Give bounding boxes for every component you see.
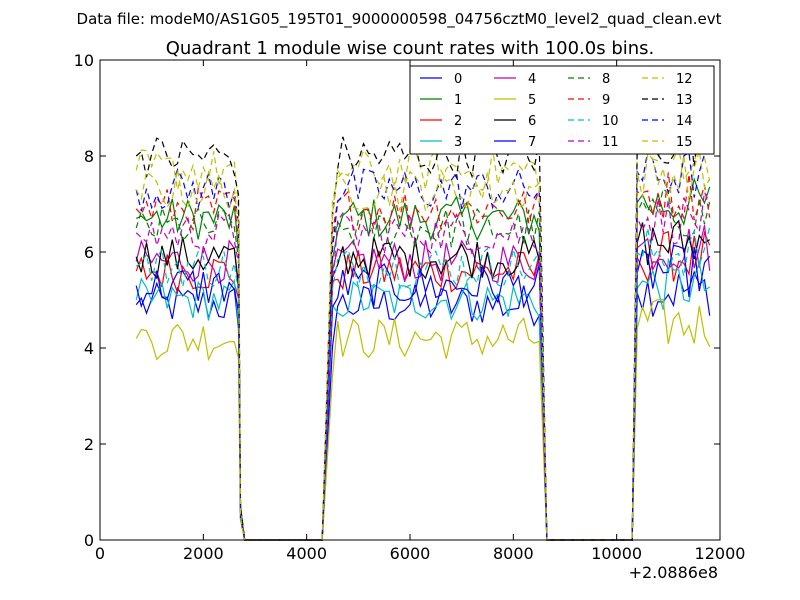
legend-label: 2 — [454, 114, 462, 129]
y-tick-label: 2 — [84, 435, 94, 454]
legend-label: 8 — [602, 72, 610, 87]
series-line-8 — [135, 187, 711, 541]
x-tick-label: 12000 — [695, 544, 746, 563]
legend-label: 0 — [454, 72, 462, 87]
y-tick-label: 0 — [84, 531, 94, 550]
legend-label: 13 — [676, 93, 693, 108]
series-line-5 — [135, 298, 711, 541]
legend-label: 10 — [602, 114, 619, 129]
x-tick-label: 8000 — [493, 544, 534, 563]
legend-label: 15 — [676, 135, 693, 150]
x-tick-label: 4000 — [286, 544, 327, 563]
series-line-3 — [135, 257, 711, 541]
series-line-6 — [135, 219, 711, 541]
legend-label: 9 — [602, 93, 610, 108]
x-tick-label: 2000 — [183, 544, 224, 563]
x-tick-label: 10000 — [591, 544, 642, 563]
x-tick-label: 6000 — [390, 544, 431, 563]
legend-label: 3 — [454, 135, 462, 150]
legend-label: 7 — [528, 135, 536, 150]
y-tick-label: 10 — [74, 51, 94, 70]
legend-label: 5 — [528, 93, 536, 108]
series-line-13 — [135, 118, 710, 541]
y-tick-label: 8 — [84, 147, 94, 166]
series-line-7 — [135, 244, 711, 541]
suptitle: Data file: modeM0/AS1G05_195T01_90000005… — [77, 10, 722, 29]
series-line-1 — [135, 177, 711, 541]
x-tick-label: 0 — [95, 544, 105, 563]
series-line-10 — [135, 226, 711, 541]
chart-title: Quadrant 1 module wise count rates with … — [166, 38, 655, 59]
x-offset-label: +2.0886e8 — [629, 563, 718, 582]
y-tick-label: 4 — [84, 339, 94, 358]
legend-label: 1 — [454, 93, 462, 108]
series-line-11 — [135, 190, 711, 541]
series-line-4 — [135, 225, 711, 541]
y-tick-label: 6 — [84, 243, 94, 262]
legend-label: 4 — [528, 72, 536, 87]
legend-label: 11 — [602, 135, 619, 150]
legend-frame — [409, 65, 715, 155]
legend-label: 12 — [676, 72, 693, 87]
series-line-9 — [135, 172, 711, 541]
legend-label: 14 — [676, 114, 693, 129]
series-layer — [135, 118, 711, 541]
legend-label: 6 — [528, 114, 536, 129]
series-line-15 — [135, 150, 711, 541]
